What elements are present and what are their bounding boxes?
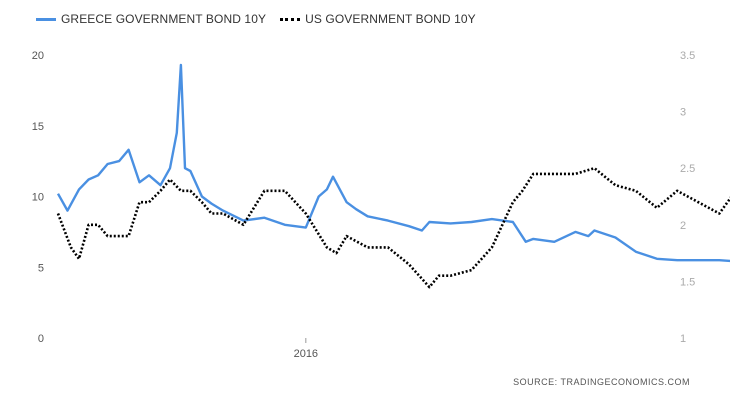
legend-label-us: US GOVERNMENT BOND 10Y (305, 12, 476, 26)
y-axis-right-ticks: 1 1.5 2 2.5 3 3.5 (680, 50, 695, 345)
y-right-tick-label: 1 (680, 333, 686, 345)
y-right-tick-label: 2 (680, 220, 686, 232)
x-tick-label: 2016 (294, 348, 318, 360)
legend-item-greece[interactable]: GREECE GOVERNMENT BOND 10Y (36, 12, 266, 26)
legend-label-greece: GREECE GOVERNMENT BOND 10Y (61, 12, 267, 26)
series-lines (56, 63, 730, 324)
legend-item-us[interactable]: US GOVERNMENT BOND 10Y (280, 12, 476, 26)
chart-legend: GREECE GOVERNMENT BOND 10Y US GOVERNMENT… (36, 12, 490, 26)
greece-bond-line[interactable] (56, 63, 730, 324)
y-left-tick-label: 5 (38, 262, 44, 274)
legend-swatch-us (280, 17, 301, 21)
legend-swatch-greece (36, 17, 56, 21)
y-axis-left-ticks: 0 5 10 15 20 (32, 50, 44, 345)
y-left-tick-label: 15 (32, 121, 44, 133)
y-right-tick-label: 3 (680, 107, 686, 119)
y-left-tick-label: 0 (38, 333, 44, 345)
y-right-tick-label: 1.5 (680, 276, 695, 288)
us-bond-line[interactable] (56, 95, 730, 289)
x-axis-ticks: 201620182020 (294, 338, 318, 360)
y-left-tick-label: 10 (32, 192, 44, 204)
y-right-tick-label: 3.5 (680, 50, 695, 62)
y-left-tick-label: 20 (32, 50, 44, 62)
source-credit: SOURCE: TRADINGECONOMICS.COM (513, 377, 690, 387)
y-right-tick-label: 2.5 (680, 163, 695, 175)
